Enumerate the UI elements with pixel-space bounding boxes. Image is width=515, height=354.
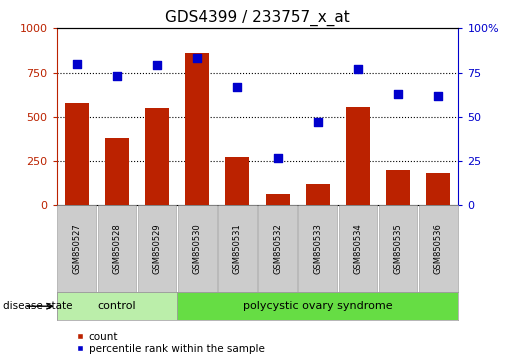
Bar: [259, 205, 297, 292]
Point: [273, 155, 282, 160]
Bar: [138, 205, 176, 292]
Text: GSM850528: GSM850528: [112, 223, 122, 274]
Text: GSM850534: GSM850534: [353, 223, 363, 274]
Text: polycystic ovary syndrome: polycystic ovary syndrome: [243, 301, 392, 311]
Bar: [379, 205, 417, 292]
Bar: [266, 194, 289, 205]
Bar: [178, 205, 216, 292]
Text: disease state: disease state: [3, 301, 72, 311]
Text: GSM850531: GSM850531: [233, 223, 242, 274]
Text: GSM850535: GSM850535: [393, 223, 403, 274]
Bar: [105, 138, 129, 205]
Point: [434, 93, 442, 98]
Point: [233, 84, 242, 90]
Title: GDS4399 / 233757_x_at: GDS4399 / 233757_x_at: [165, 9, 350, 25]
Text: control: control: [98, 301, 136, 311]
Bar: [185, 53, 209, 205]
Bar: [299, 205, 337, 292]
Bar: [58, 205, 96, 292]
Point: [73, 61, 81, 67]
Text: GSM850533: GSM850533: [313, 223, 322, 274]
Point: [193, 56, 201, 61]
Point: [113, 73, 121, 79]
Point: [314, 119, 322, 125]
Text: GSM850530: GSM850530: [193, 223, 202, 274]
Bar: [226, 156, 249, 205]
Point: [394, 91, 402, 97]
Bar: [346, 107, 370, 205]
Bar: [98, 205, 136, 292]
Text: GSM850532: GSM850532: [273, 223, 282, 274]
Text: GSM850529: GSM850529: [152, 223, 162, 274]
Point: [153, 63, 161, 68]
Point: [354, 66, 362, 72]
Bar: [419, 205, 457, 292]
Bar: [57, 292, 177, 320]
Bar: [426, 172, 450, 205]
Bar: [339, 205, 377, 292]
Legend: count, percentile rank within the sample: count, percentile rank within the sample: [72, 327, 269, 354]
Bar: [218, 205, 256, 292]
Bar: [177, 292, 458, 320]
Bar: [306, 184, 330, 205]
Bar: [386, 170, 410, 205]
Text: GSM850536: GSM850536: [434, 223, 443, 274]
Text: GSM850527: GSM850527: [72, 223, 81, 274]
Bar: [65, 103, 89, 205]
Bar: [145, 108, 169, 205]
